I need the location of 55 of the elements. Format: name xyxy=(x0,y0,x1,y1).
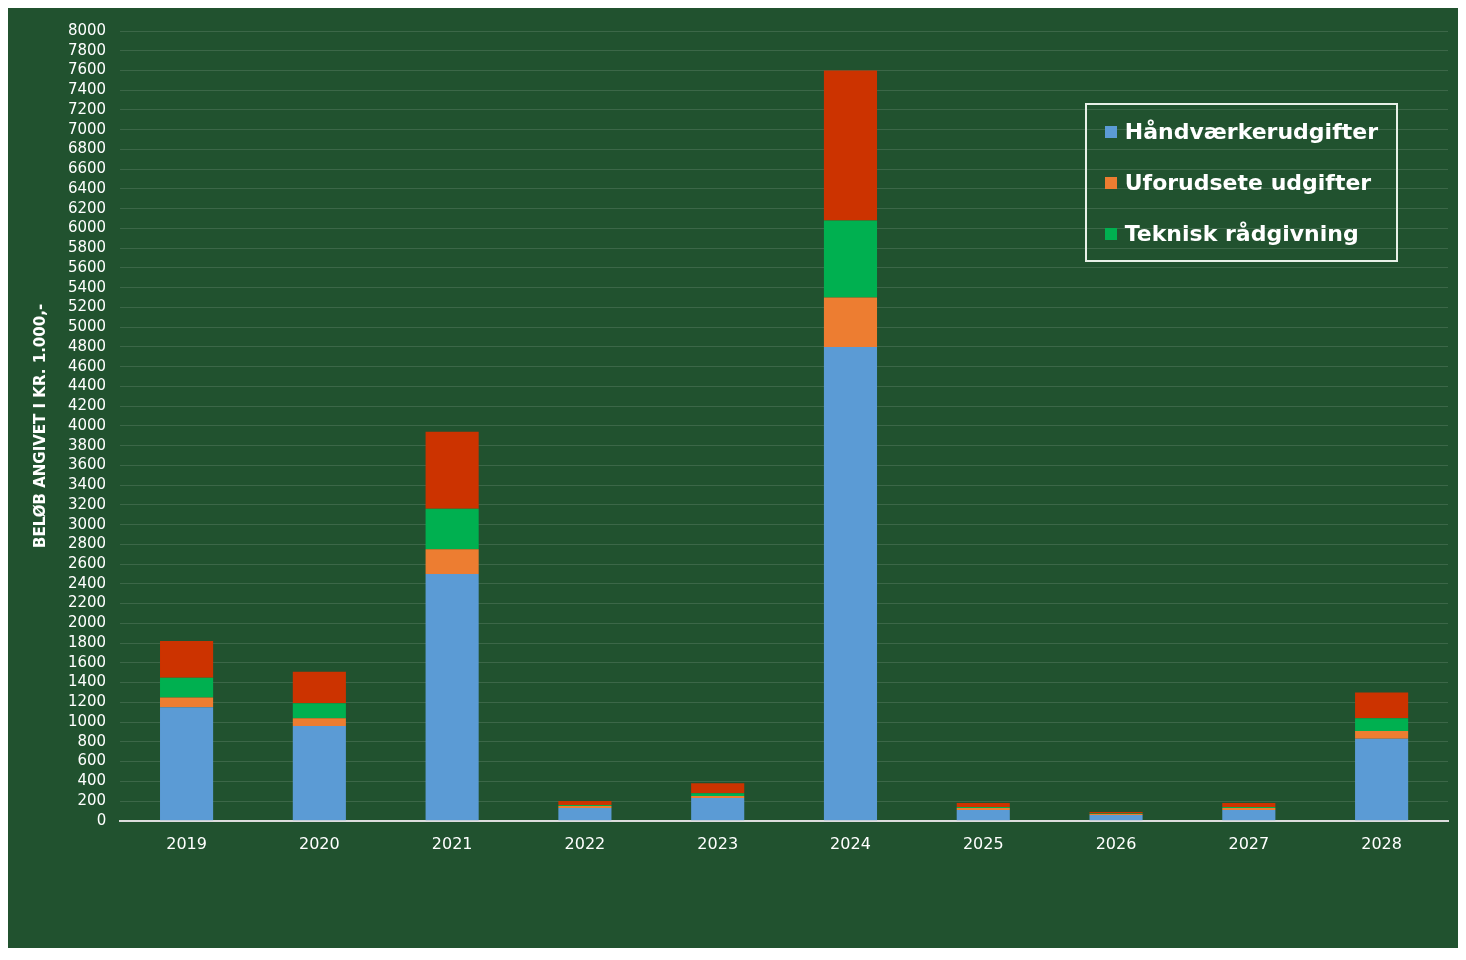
legend-label: Uforudsete udgifter xyxy=(1124,170,1372,195)
y-tick-label: 2000 xyxy=(67,613,107,632)
x-tick-label: 2027 xyxy=(1228,833,1270,853)
x-tick-label: 2024 xyxy=(830,833,871,853)
legend-label: Teknisk rådgivning xyxy=(1124,221,1359,246)
y-tick-label: 3000 xyxy=(67,514,107,533)
y-tick-label: 3800 xyxy=(67,435,107,454)
x-tick-label: 2022 xyxy=(564,833,606,853)
legend-label: Håndværkerudgifter xyxy=(1124,119,1378,144)
y-tick-label: 6000 xyxy=(67,218,107,237)
y-axis-title: BELØB ANGIVET I KR. 1.000,- xyxy=(30,303,49,548)
x-tick-label: 2025 xyxy=(962,833,1004,853)
y-tick-label: 6400 xyxy=(67,178,107,197)
y-tick-label: 0 xyxy=(96,810,107,829)
y-tick-label: 4200 xyxy=(67,396,107,415)
x-tick-label: 2021 xyxy=(431,833,473,853)
y-tick-label: 2800 xyxy=(67,534,107,553)
y-tick-label: 4800 xyxy=(67,336,107,355)
y-tick-label: 7800 xyxy=(67,40,107,59)
y-tick-label: 5600 xyxy=(67,257,107,276)
x-tick-label: 2020 xyxy=(298,833,340,853)
y-tick-label: 800 xyxy=(77,731,107,750)
y-tick-label: 5000 xyxy=(67,317,107,336)
y-tick-label: 2600 xyxy=(67,554,107,573)
y-tick-label: 6600 xyxy=(67,159,107,178)
y-tick-label: 3200 xyxy=(67,494,107,513)
x-tick-label: 2019 xyxy=(166,833,207,853)
y-tick-label: 1800 xyxy=(67,632,107,651)
y-tick-label: 1600 xyxy=(67,652,107,671)
y-tick-label: 3600 xyxy=(67,455,107,474)
y-tick-label: 1400 xyxy=(67,672,107,691)
y-tick-label: 600 xyxy=(77,751,107,770)
y-tick-label: 2200 xyxy=(67,593,107,612)
y-tick-label: 3400 xyxy=(67,475,107,494)
x-tick-label: 2028 xyxy=(1361,833,1402,853)
y-tick-label: 7000 xyxy=(67,119,107,138)
y-tick-label: 4400 xyxy=(67,376,107,395)
y-tick-label: 7400 xyxy=(67,80,107,99)
y-tick-label: 400 xyxy=(77,771,107,790)
y-tick-label: 7600 xyxy=(67,60,107,79)
y-tick-label: 5800 xyxy=(67,238,107,257)
y-tick-label: 1000 xyxy=(67,711,107,730)
y-tick-label: 5400 xyxy=(67,277,107,296)
x-tick-label: 2023 xyxy=(697,833,739,853)
y-tick-label: 4600 xyxy=(67,356,107,375)
y-tick-label: 6800 xyxy=(67,139,107,158)
y-tick-label: 6200 xyxy=(67,198,107,217)
y-tick-label: 1200 xyxy=(67,692,107,711)
y-tick-label: 200 xyxy=(77,790,107,809)
y-tick-label: 2400 xyxy=(67,573,107,592)
y-tick-label: 5200 xyxy=(67,297,107,316)
y-tick-label: 7200 xyxy=(67,99,107,118)
y-tick-label: 8000 xyxy=(67,20,107,39)
x-tick-label: 2026 xyxy=(1095,833,1137,853)
y-tick-label: 4000 xyxy=(67,415,107,434)
